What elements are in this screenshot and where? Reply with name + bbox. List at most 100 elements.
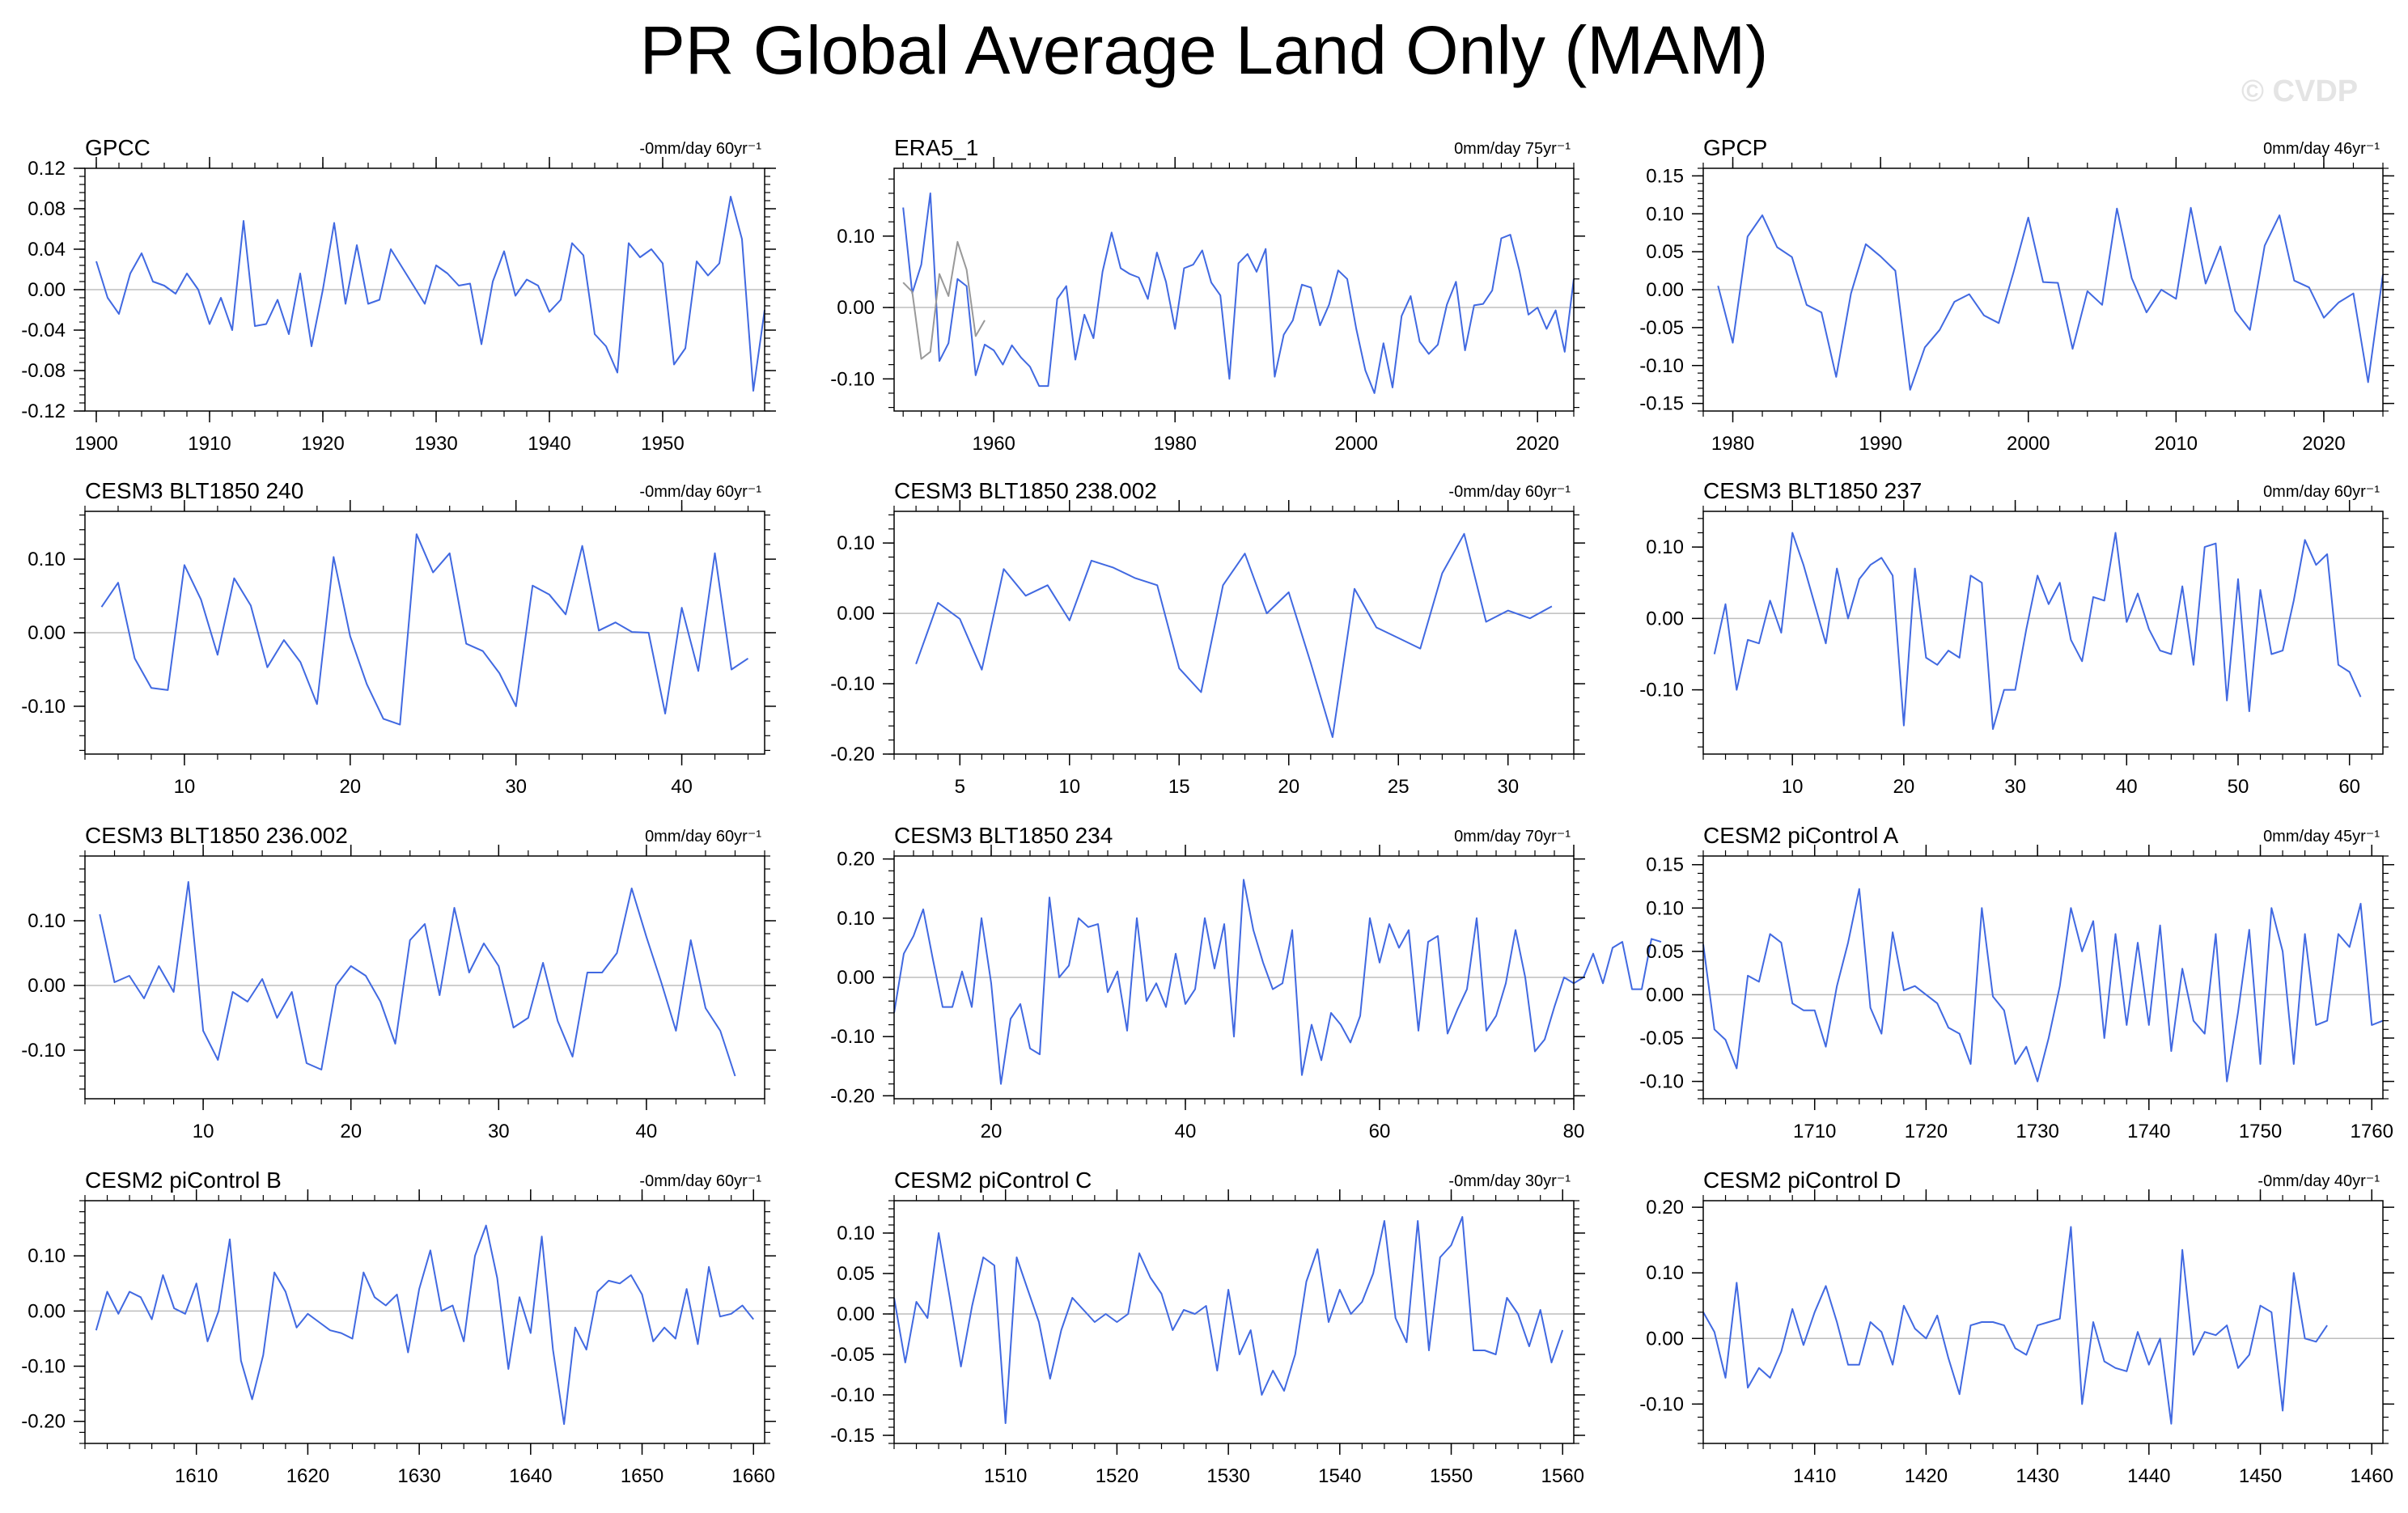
x-tick-label: 80 (1563, 1121, 1585, 1142)
y-tick-label: 0.00 (837, 297, 875, 319)
chart-panel: CESM2 piControl C -0mm/day 30yr⁻¹ 1510 1520… (830, 1168, 1585, 1487)
panel-title: CESM2 piControl A (1703, 823, 1899, 848)
x-tick-label: 20 (340, 1121, 362, 1142)
series-line (893, 879, 1662, 1085)
plot-frame (1702, 511, 2384, 755)
x-tick-label: 25 (1388, 776, 1410, 798)
trend-label: 0mm/day 60yr⁻¹ (645, 828, 761, 846)
x-tick-label: 2010 (2155, 433, 2198, 455)
trend-label: 0mm/day 60yr⁻¹ (2263, 483, 2380, 501)
chart-panel: CESM2 piControl B -0mm/day 60yr⁻¹ 1610 1620… (21, 1168, 776, 1487)
y-tick-label: -0.08 (21, 360, 66, 382)
y-tick-label: 0.00 (1646, 608, 1684, 629)
x-tick-label: 2000 (1335, 433, 1378, 455)
chart-panel: CESM3 BLT1850 237 0mm/day 60yr⁻¹ 10 20 30 40 5… (1639, 478, 2394, 798)
series-line (100, 533, 749, 726)
x-tick-label: 1540 (1318, 1465, 1361, 1487)
x-tick-label: 30 (505, 776, 527, 798)
y-tick-label: 0.04 (28, 239, 66, 261)
panel-title: ERA5_1 (894, 135, 978, 160)
y-tick-label: -0.05 (1639, 1028, 1684, 1049)
trend-label: -0mm/day 30yr⁻¹ (1448, 1172, 1571, 1190)
y-tick-label: 0.10 (28, 910, 66, 932)
panel-title: CESM2 piControl B (85, 1168, 282, 1193)
x-tick-label: 1660 (732, 1465, 775, 1487)
y-tick-label: 0.05 (1646, 941, 1684, 963)
y-tick-label: 0.10 (28, 1245, 66, 1267)
x-tick-label: 1460 (2351, 1465, 2393, 1487)
x-tick-label: 1440 (2127, 1465, 2170, 1487)
trend-label: 0mm/day 70yr⁻¹ (1454, 828, 1571, 846)
watermark: © CVDP (2241, 74, 2359, 108)
y-tick-label: 0.05 (1646, 241, 1684, 263)
series-line (1713, 532, 2362, 731)
x-tick-label: 30 (2004, 776, 2026, 798)
y-tick-label: 0.00 (1646, 279, 1684, 301)
x-tick-label: 2000 (2007, 433, 2050, 455)
x-tick-label: 5 (955, 776, 965, 798)
panel-title: CESM3 BLT1850 236.002 (85, 823, 348, 848)
y-tick-label: 0.15 (1646, 165, 1684, 187)
x-tick-label: 1420 (1905, 1465, 1948, 1487)
chart-panel: ERA5_1 0mm/day 75yr⁻¹ 1960 1980 2000 2020 -0.1… (830, 135, 1585, 455)
x-tick-label: 30 (488, 1121, 510, 1142)
chart-panel: CESM2 piControl A 0mm/day 45yr⁻¹ 1710 1720 1… (1639, 823, 2394, 1142)
y-tick-label: -0.10 (1639, 1071, 1684, 1093)
x-tick-label: 1740 (2127, 1121, 2170, 1142)
series-line (1717, 206, 2384, 391)
y-tick-label: 0.10 (837, 908, 875, 930)
plot-frame (84, 855, 765, 1100)
x-tick-label: 1990 (1859, 433, 1901, 455)
x-tick-label: 1630 (397, 1465, 440, 1487)
x-tick-label: 1710 (1793, 1121, 1836, 1142)
y-tick-label: -0.20 (830, 744, 875, 765)
x-tick-label: 20 (981, 1121, 1003, 1142)
x-tick-label: 1720 (1905, 1121, 1948, 1142)
x-tick-label: 1450 (2239, 1465, 2282, 1487)
y-tick-label: 0.10 (837, 1223, 875, 1244)
x-tick-label: 1920 (301, 433, 344, 455)
x-tick-label: 40 (671, 776, 693, 798)
x-tick-label: 1980 (1711, 433, 1754, 455)
x-tick-label: 1950 (641, 433, 684, 455)
y-tick-label: 0.10 (837, 532, 875, 554)
chart-panel: CESM3 BLT1850 234 0mm/day 70yr⁻¹ 20 40 60 80 -… (830, 823, 1662, 1142)
y-tick-label: -0.10 (21, 696, 66, 718)
y-tick-label: 0.10 (1646, 536, 1684, 558)
panel-title: CESM2 piControl D (1703, 1168, 1901, 1193)
panel-title: GPCP (1703, 135, 1767, 160)
trend-label: -0mm/day 40yr⁻¹ (2258, 1172, 2380, 1190)
x-tick-label: 10 (193, 1121, 214, 1142)
x-tick-label: 1560 (1541, 1465, 1584, 1487)
y-tick-label: 0.15 (1646, 854, 1684, 876)
trend-label: -0mm/day 60yr⁻¹ (639, 1172, 761, 1190)
panel-title: CESM2 piControl C (894, 1168, 1092, 1193)
x-tick-label: 1650 (621, 1465, 663, 1487)
y-tick-label: -0.20 (830, 1085, 875, 1107)
y-tick-label: -0.12 (21, 400, 66, 422)
y-tick-label: -0.10 (1639, 1393, 1684, 1415)
x-tick-label: 1530 (1206, 1465, 1249, 1487)
y-tick-label: 0.05 (837, 1263, 875, 1285)
y-tick-label: 0.00 (837, 967, 875, 989)
panel-title: CESM3 BLT1850 240 (85, 478, 303, 503)
y-tick-label: 0.10 (837, 226, 875, 248)
y-tick-label: -0.10 (1639, 680, 1684, 701)
x-tick-label: 20 (339, 776, 361, 798)
page-title: PR Global Average Land Only (MAM) (639, 12, 1769, 88)
y-tick-label: 0.00 (1646, 1328, 1684, 1350)
x-tick-label: 60 (2338, 776, 2360, 798)
y-tick-label: 0.20 (1646, 1197, 1684, 1218)
x-tick-label: 1730 (2016, 1121, 2058, 1142)
chart-panel: CESM3 BLT1850 236.002 0mm/day 60yr⁻¹ 10 20 3… (21, 823, 776, 1142)
y-tick-label: -0.05 (830, 1344, 875, 1366)
y-tick-label: 0.00 (837, 603, 875, 625)
y-tick-label: -0.20 (21, 1411, 66, 1433)
trend-label: 0mm/day 75yr⁻¹ (1454, 140, 1571, 158)
panel-title: CESM3 BLT1850 234 (894, 823, 1113, 848)
y-tick-label: -0.15 (830, 1425, 875, 1447)
x-tick-label: 1430 (2016, 1465, 2058, 1487)
x-tick-label: 40 (1175, 1121, 1197, 1142)
y-tick-label: 0.00 (1646, 984, 1684, 1006)
